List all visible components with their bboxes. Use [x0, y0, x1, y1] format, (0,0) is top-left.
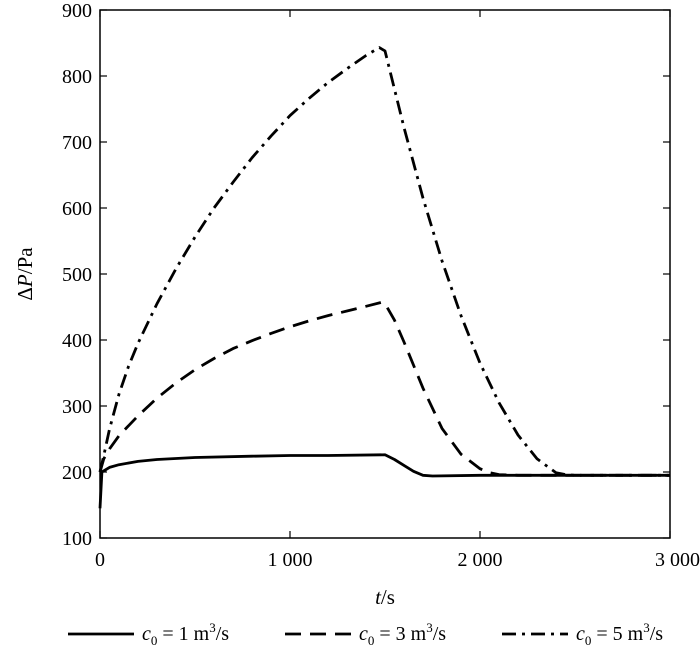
- y-tick-label: 300: [62, 396, 92, 418]
- series-line-2: [98, 301, 670, 477]
- y-tick-label: 100: [62, 528, 92, 550]
- y-tick-label: 600: [62, 198, 92, 220]
- x-tick-label: 0: [95, 549, 105, 571]
- x-axis-label: t/s: [375, 585, 395, 609]
- legend-label-2: c0 = 3 m3/s: [359, 620, 446, 648]
- series-line-1: [98, 453, 670, 509]
- plot-frame: [99, 9, 671, 539]
- series-line-3: [98, 46, 670, 477]
- y-tick-label: 900: [62, 0, 92, 22]
- x-tick-label: 1 000: [268, 549, 313, 571]
- y-tick-label: 700: [62, 132, 92, 154]
- x-tick-label: 2 000: [458, 549, 503, 571]
- y-axis-label: ΔP/Pa: [13, 247, 37, 301]
- y-axis-label-unit: /Pa: [13, 247, 37, 275]
- y-tick-label: 200: [62, 462, 92, 484]
- legend-label-3: c0 = 5 m3/s: [576, 620, 663, 648]
- x-axis-label-unit: /s: [381, 585, 395, 609]
- legend-label-1: c0 = 1 m3/s: [142, 620, 229, 648]
- y-tick-label: 500: [62, 264, 92, 286]
- y-tick-label: 400: [62, 330, 92, 352]
- axis-ticks: 0 1 000 2 000 3 000 100 200 300 400 500 600 700 800…: [62, 0, 700, 571]
- legend: c0 = 1 m3/s c0 = 3 m3/s c0 = 5 m3/s: [68, 620, 663, 648]
- x-tick-label: 3 000: [655, 549, 700, 571]
- y-axis-label-prefix: Δ: [13, 287, 37, 301]
- series-group: [98, 46, 670, 509]
- y-tick-label: 800: [62, 66, 92, 88]
- y-axis-label-var: P: [13, 274, 37, 288]
- x-axis-label-var: t: [375, 585, 382, 609]
